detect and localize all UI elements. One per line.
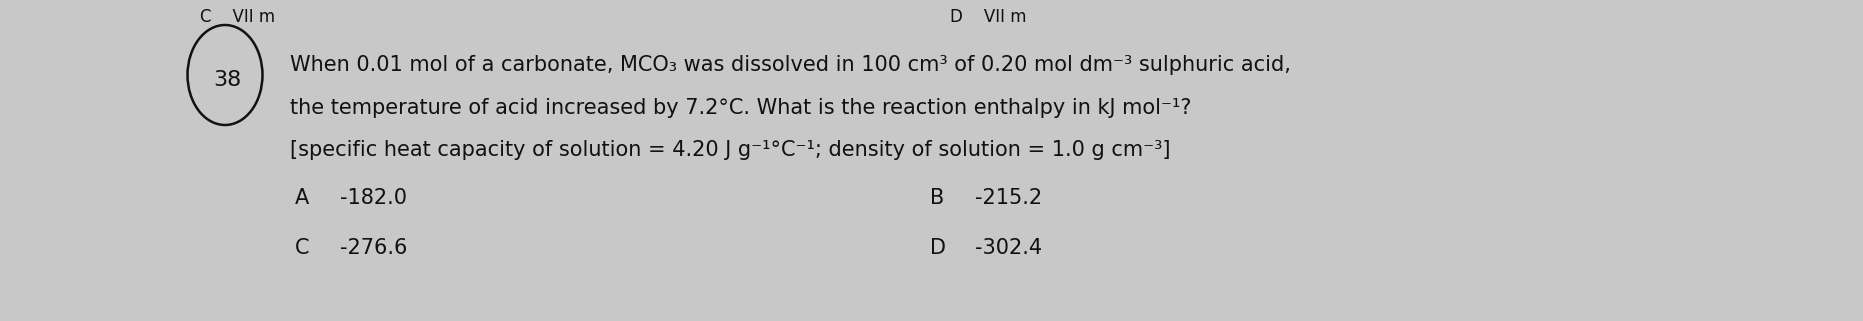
Text: D: D [930, 238, 946, 258]
Text: -215.2: -215.2 [974, 188, 1041, 208]
Text: D    VII m: D VII m [950, 8, 1027, 26]
Text: 38: 38 [212, 70, 240, 90]
Text: C: C [294, 238, 309, 258]
Text: When 0.01 mol of a carbonate, MCO₃ was dissolved in 100 cm³ of 0.20 mol dm⁻³ sul: When 0.01 mol of a carbonate, MCO₃ was d… [291, 55, 1291, 75]
Text: B: B [930, 188, 945, 208]
Text: -302.4: -302.4 [974, 238, 1041, 258]
Text: C    VII m: C VII m [199, 8, 276, 26]
Text: -276.6: -276.6 [341, 238, 408, 258]
Text: the temperature of acid increased by 7.2°C. What is the reaction enthalpy in kJ : the temperature of acid increased by 7.2… [291, 98, 1192, 118]
Text: -182.0: -182.0 [341, 188, 406, 208]
Text: [specific heat capacity of solution = 4.20 J g⁻¹°C⁻¹; density of solution = 1.0 : [specific heat capacity of solution = 4.… [291, 140, 1170, 160]
Text: A: A [294, 188, 309, 208]
